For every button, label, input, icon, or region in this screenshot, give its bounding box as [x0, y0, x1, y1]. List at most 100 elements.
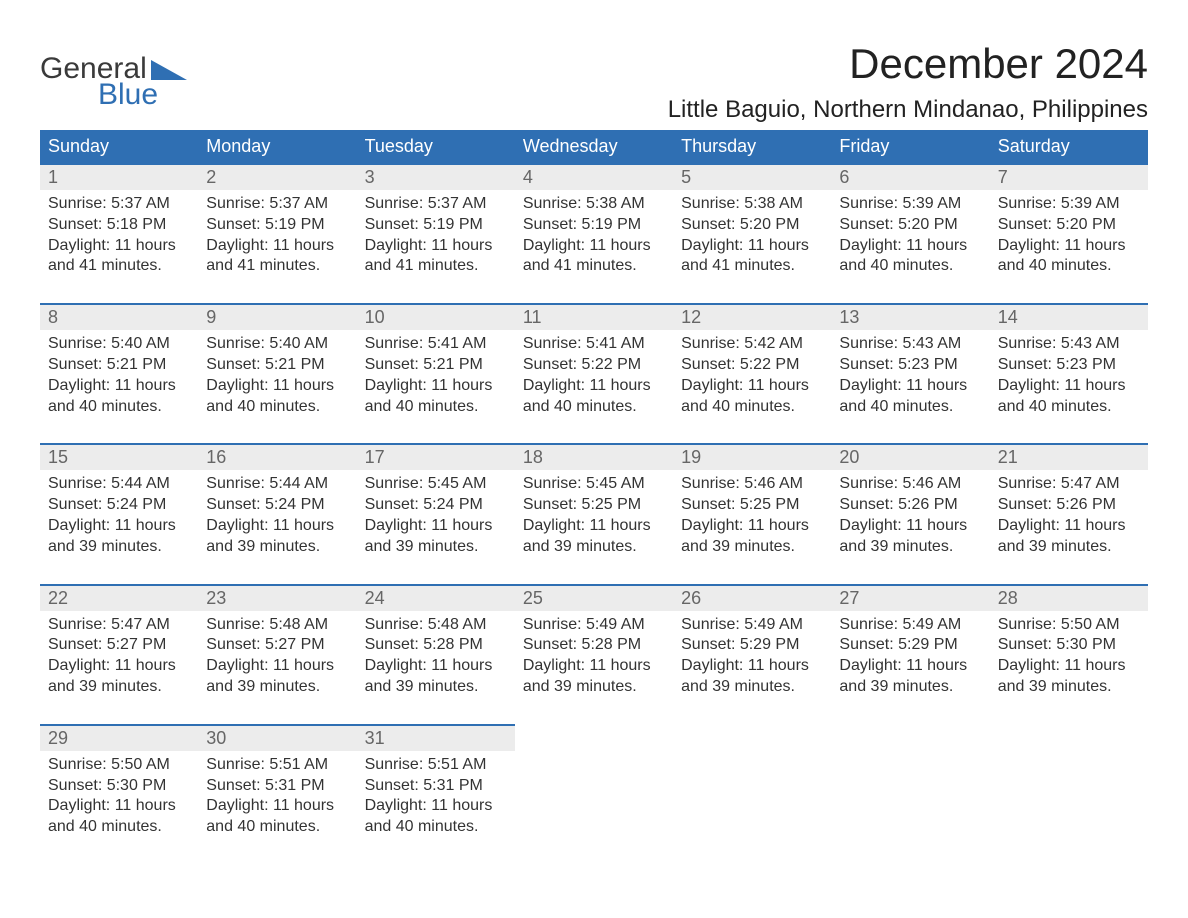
day-sunrise: Sunrise: 5:39 AM	[998, 194, 1140, 215]
day-sunrise: Sunrise: 5:44 AM	[206, 474, 348, 495]
day-number-cell: 5	[673, 164, 831, 190]
day-daylight2: and 40 minutes.	[681, 397, 823, 418]
day-info-cell: Sunrise: 5:51 AMSunset: 5:31 PMDaylight:…	[357, 751, 515, 842]
day-daylight1: Daylight: 11 hours	[365, 796, 507, 817]
day-number-cell: 6	[831, 164, 989, 190]
day-info-cell: Sunrise: 5:46 AMSunset: 5:26 PMDaylight:…	[831, 470, 989, 561]
col-friday: Friday	[831, 130, 989, 164]
day-sunrise: Sunrise: 5:39 AM	[839, 194, 981, 215]
day-sunrise: Sunrise: 5:43 AM	[839, 334, 981, 355]
day-info-cell: Sunrise: 5:45 AMSunset: 5:25 PMDaylight:…	[515, 470, 673, 561]
day-info-cell: Sunrise: 5:41 AMSunset: 5:22 PMDaylight:…	[515, 330, 673, 421]
day-number-cell: 7	[990, 164, 1148, 190]
day-number-cell: 15	[40, 444, 198, 470]
day-info-cell: Sunrise: 5:50 AMSunset: 5:30 PMDaylight:…	[40, 751, 198, 842]
day-number-cell: 4	[515, 164, 673, 190]
day-info-cell: Sunrise: 5:45 AMSunset: 5:24 PMDaylight:…	[357, 470, 515, 561]
day-daylight2: and 39 minutes.	[365, 677, 507, 698]
day-daylight2: and 41 minutes.	[365, 256, 507, 277]
day-daylight1: Daylight: 11 hours	[365, 376, 507, 397]
day-sunrise: Sunrise: 5:37 AM	[365, 194, 507, 215]
calendar-table: Sunday Monday Tuesday Wednesday Thursday…	[40, 130, 1148, 842]
day-daylight2: and 40 minutes.	[839, 397, 981, 418]
day-info-cell: Sunrise: 5:43 AMSunset: 5:23 PMDaylight:…	[831, 330, 989, 421]
day-info-cell: Sunrise: 5:37 AMSunset: 5:19 PMDaylight:…	[198, 190, 356, 281]
day-info-cell	[990, 751, 1148, 842]
day-daylight2: and 39 minutes.	[998, 677, 1140, 698]
day-sunset: Sunset: 5:23 PM	[998, 355, 1140, 376]
day-daylight1: Daylight: 11 hours	[206, 376, 348, 397]
day-daylight2: and 39 minutes.	[523, 677, 665, 698]
day-info-cell: Sunrise: 5:47 AMSunset: 5:27 PMDaylight:…	[40, 611, 198, 702]
day-info-cell: Sunrise: 5:49 AMSunset: 5:29 PMDaylight:…	[831, 611, 989, 702]
day-daylight2: and 40 minutes.	[523, 397, 665, 418]
day-daylight1: Daylight: 11 hours	[681, 656, 823, 677]
day-daylight2: and 41 minutes.	[681, 256, 823, 277]
day-daylight2: and 40 minutes.	[48, 397, 190, 418]
day-number-cell: 14	[990, 304, 1148, 330]
day-sunset: Sunset: 5:18 PM	[48, 215, 190, 236]
day-daylight2: and 40 minutes.	[839, 256, 981, 277]
day-number-cell: 29	[40, 725, 198, 751]
day-daylight1: Daylight: 11 hours	[206, 656, 348, 677]
day-number-cell: 13	[831, 304, 989, 330]
day-daylight2: and 39 minutes.	[839, 677, 981, 698]
day-daylight1: Daylight: 11 hours	[206, 796, 348, 817]
day-info-cell: Sunrise: 5:50 AMSunset: 5:30 PMDaylight:…	[990, 611, 1148, 702]
day-daylight2: and 41 minutes.	[206, 256, 348, 277]
week-info-row: Sunrise: 5:37 AMSunset: 5:18 PMDaylight:…	[40, 190, 1148, 281]
day-sunset: Sunset: 5:20 PM	[998, 215, 1140, 236]
day-number-cell: 8	[40, 304, 198, 330]
day-sunset: Sunset: 5:29 PM	[839, 635, 981, 656]
day-daylight1: Daylight: 11 hours	[839, 236, 981, 257]
day-sunset: Sunset: 5:21 PM	[365, 355, 507, 376]
day-sunrise: Sunrise: 5:49 AM	[681, 615, 823, 636]
day-sunset: Sunset: 5:31 PM	[365, 776, 507, 797]
day-sunset: Sunset: 5:25 PM	[523, 495, 665, 516]
day-daylight2: and 40 minutes.	[998, 256, 1140, 277]
day-sunrise: Sunrise: 5:41 AM	[365, 334, 507, 355]
week-separator	[40, 562, 1148, 585]
day-sunrise: Sunrise: 5:48 AM	[365, 615, 507, 636]
day-daylight1: Daylight: 11 hours	[839, 376, 981, 397]
day-daylight2: and 39 minutes.	[998, 537, 1140, 558]
day-daylight2: and 39 minutes.	[839, 537, 981, 558]
header: General Blue December 2024 Little Baguio…	[40, 40, 1148, 124]
week-separator	[40, 281, 1148, 304]
day-sunset: Sunset: 5:21 PM	[48, 355, 190, 376]
week-daynum-row: 22232425262728	[40, 585, 1148, 611]
day-sunrise: Sunrise: 5:46 AM	[681, 474, 823, 495]
day-info-cell	[673, 751, 831, 842]
day-info-cell: Sunrise: 5:48 AMSunset: 5:28 PMDaylight:…	[357, 611, 515, 702]
day-daylight2: and 39 minutes.	[48, 677, 190, 698]
day-daylight2: and 40 minutes.	[206, 817, 348, 838]
day-sunset: Sunset: 5:26 PM	[998, 495, 1140, 516]
day-number-cell: 16	[198, 444, 356, 470]
week-daynum-row: 1234567	[40, 164, 1148, 190]
week-separator	[40, 702, 1148, 725]
col-saturday: Saturday	[990, 130, 1148, 164]
day-daylight1: Daylight: 11 hours	[681, 516, 823, 537]
day-daylight2: and 40 minutes.	[206, 397, 348, 418]
day-sunrise: Sunrise: 5:49 AM	[839, 615, 981, 636]
day-sunrise: Sunrise: 5:51 AM	[365, 755, 507, 776]
day-daylight1: Daylight: 11 hours	[839, 516, 981, 537]
day-info-cell: Sunrise: 5:44 AMSunset: 5:24 PMDaylight:…	[198, 470, 356, 561]
col-thursday: Thursday	[673, 130, 831, 164]
day-info-cell: Sunrise: 5:40 AMSunset: 5:21 PMDaylight:…	[198, 330, 356, 421]
month-title: December 2024	[668, 40, 1148, 88]
day-sunrise: Sunrise: 5:45 AM	[523, 474, 665, 495]
day-daylight1: Daylight: 11 hours	[523, 516, 665, 537]
day-daylight2: and 39 minutes.	[206, 537, 348, 558]
day-sunrise: Sunrise: 5:37 AM	[48, 194, 190, 215]
day-number-cell: 10	[357, 304, 515, 330]
day-sunset: Sunset: 5:28 PM	[365, 635, 507, 656]
day-info-cell: Sunrise: 5:49 AMSunset: 5:28 PMDaylight:…	[515, 611, 673, 702]
day-number-cell: 31	[357, 725, 515, 751]
day-daylight1: Daylight: 11 hours	[523, 656, 665, 677]
day-sunset: Sunset: 5:30 PM	[998, 635, 1140, 656]
day-sunrise: Sunrise: 5:45 AM	[365, 474, 507, 495]
day-sunset: Sunset: 5:21 PM	[206, 355, 348, 376]
day-daylight1: Daylight: 11 hours	[839, 656, 981, 677]
day-daylight1: Daylight: 11 hours	[206, 236, 348, 257]
